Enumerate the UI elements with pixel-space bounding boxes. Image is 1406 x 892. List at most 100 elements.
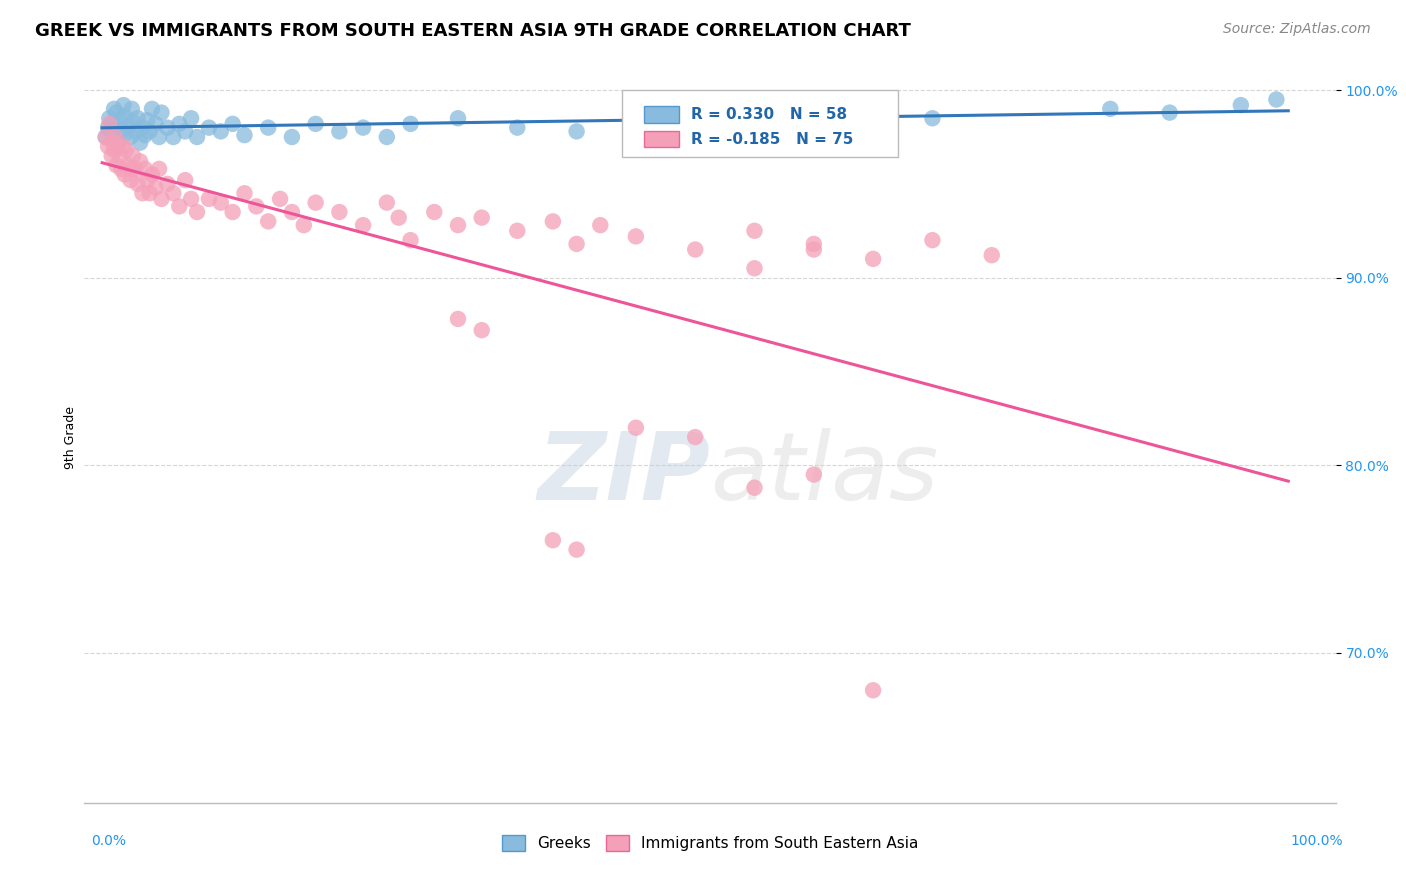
Point [328, 124, 350, 138]
Point [506, 120, 529, 135]
Point [862, 252, 884, 266]
Point [162, 130, 184, 145]
Y-axis label: 9th Grade: 9th Grade [65, 406, 77, 468]
Point [129, 154, 152, 169]
Point [257, 214, 280, 228]
Point [110, 122, 132, 136]
Point [305, 195, 328, 210]
Point [174, 173, 197, 187]
Point [105, 158, 128, 172]
Point [174, 124, 197, 138]
Point [565, 542, 588, 557]
Legend: Greeks, Immigrants from South Eastern Asia: Greeks, Immigrants from South Eastern As… [495, 830, 925, 857]
Point [447, 112, 470, 126]
Point [198, 192, 221, 206]
Point [744, 120, 766, 135]
Point [565, 124, 588, 138]
FancyBboxPatch shape [623, 90, 898, 157]
Point [292, 218, 315, 232]
Point [471, 211, 494, 225]
Point [107, 136, 129, 150]
Point [112, 98, 135, 112]
Point [156, 177, 179, 191]
Point [328, 205, 350, 219]
Point [269, 192, 291, 206]
Point [97, 139, 120, 153]
Point [120, 173, 142, 187]
Point [803, 236, 825, 251]
Point [281, 130, 304, 145]
Text: ZIP: ZIP [537, 427, 710, 520]
Point [104, 130, 127, 145]
Point [150, 192, 173, 206]
Point [803, 467, 825, 482]
Point [148, 161, 170, 176]
Point [156, 120, 179, 135]
Point [108, 149, 131, 163]
Point [124, 161, 146, 176]
Point [862, 683, 884, 698]
Point [423, 205, 446, 219]
Point [221, 117, 243, 131]
Text: atlas: atlas [710, 428, 938, 519]
Point [1159, 105, 1181, 120]
Point [120, 130, 142, 145]
Text: Source: ZipAtlas.com: Source: ZipAtlas.com [1223, 22, 1371, 37]
Point [162, 186, 184, 201]
Point [744, 481, 766, 495]
Point [233, 186, 256, 201]
Point [98, 117, 121, 131]
Point [921, 233, 943, 247]
Point [305, 117, 328, 131]
Text: R = 0.330   N = 58: R = 0.330 N = 58 [692, 107, 848, 122]
Point [114, 168, 136, 182]
Point [101, 124, 124, 138]
Point [136, 173, 159, 187]
Point [122, 149, 145, 163]
Point [233, 128, 256, 142]
Point [131, 186, 153, 201]
Point [127, 177, 149, 191]
Point [101, 136, 124, 150]
Point [134, 128, 156, 142]
Point [565, 236, 588, 251]
Point [94, 130, 117, 145]
Point [683, 430, 706, 444]
Point [541, 214, 564, 228]
Point [167, 117, 190, 131]
Point [506, 224, 529, 238]
Point [117, 158, 139, 172]
Text: R = -0.185   N = 75: R = -0.185 N = 75 [692, 132, 853, 147]
Point [375, 195, 398, 210]
Point [198, 120, 221, 135]
Point [148, 130, 170, 145]
Point [683, 112, 706, 126]
Point [447, 312, 470, 326]
Text: GREEK VS IMMIGRANTS FROM SOUTH EASTERN ASIA 9TH GRADE CORRELATION CHART: GREEK VS IMMIGRANTS FROM SOUTH EASTERN A… [35, 22, 911, 40]
Point [352, 218, 374, 232]
Point [98, 112, 121, 126]
Point [94, 130, 117, 145]
Point [141, 102, 163, 116]
Point [131, 120, 153, 135]
Point [167, 199, 190, 213]
Point [117, 119, 139, 133]
Point [447, 218, 470, 232]
Point [124, 124, 146, 138]
Point [112, 139, 135, 153]
Point [145, 180, 167, 194]
Point [921, 112, 943, 126]
Point [375, 130, 398, 145]
Point [103, 143, 125, 157]
Point [589, 218, 612, 232]
Point [399, 117, 422, 131]
Point [862, 117, 884, 131]
Point [980, 248, 1002, 262]
Point [138, 124, 160, 138]
Point [145, 117, 167, 131]
Point [281, 205, 304, 219]
Point [108, 113, 131, 128]
Point [257, 120, 280, 135]
Point [744, 261, 766, 276]
Point [245, 199, 267, 213]
